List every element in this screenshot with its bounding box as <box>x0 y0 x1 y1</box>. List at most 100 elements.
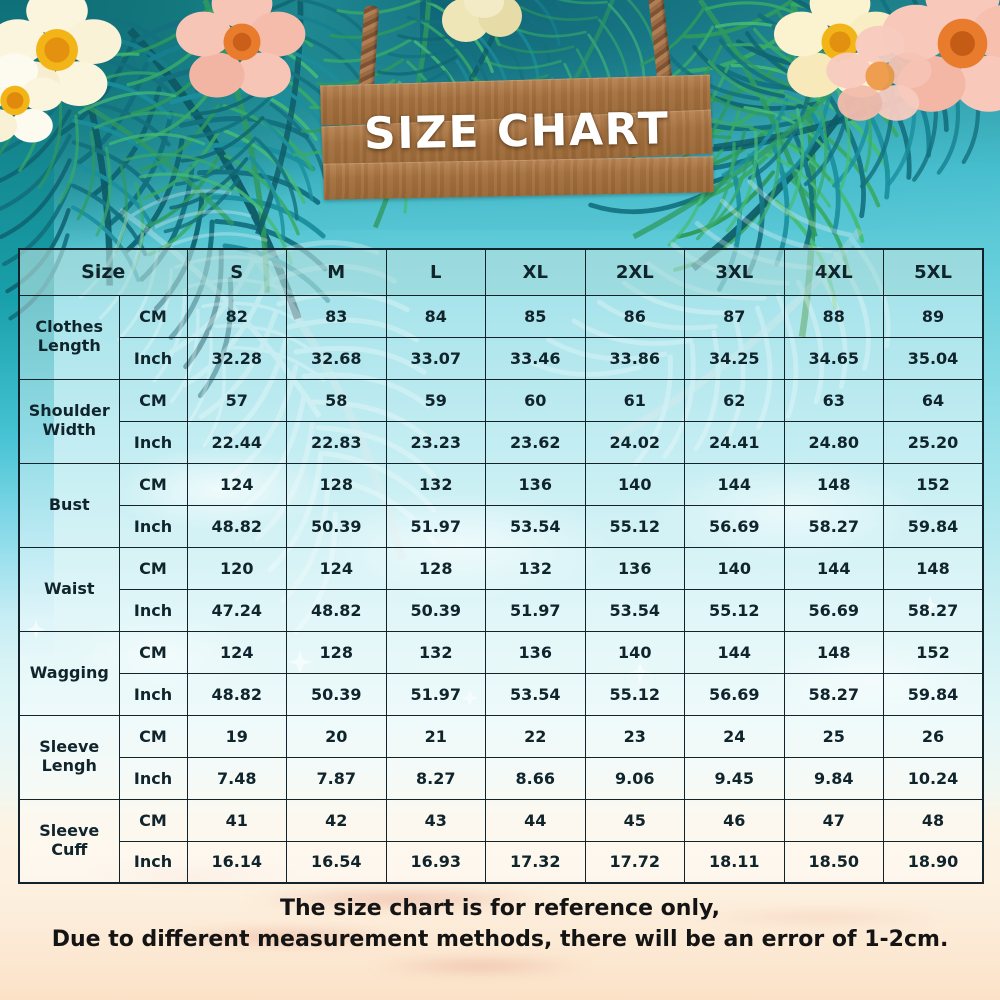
table-row-shoulder-width-inch: Inch 22.44 22.83 23.23 23.62 24.02 24.41 24.80 2… <box>19 420 984 464</box>
table-body: Clothes Length CM 82 83 84 85 86 87 88 89 Inch 32.2… <box>18 294 984 884</box>
cell-shoulder-width-inch-s: 22.44 <box>186 420 287 464</box>
cell-clothes-length-cm-s: 82 <box>186 294 287 338</box>
cell-sleeve-cuff-inch-3xl: 18.11 <box>684 840 785 884</box>
sunset-streak <box>190 886 610 912</box>
cell-sleeve-cuff-inch-5xl: 18.90 <box>883 840 984 884</box>
cell-wagging-inch-s: 48.82 <box>186 672 287 716</box>
cell-sleeve-lengh-cm-5xl: 26 <box>883 714 984 758</box>
cell-sleeve-lengh-inch-m: 7.87 <box>286 756 387 800</box>
cell-clothes-length-inch-xl: 33.46 <box>485 336 586 380</box>
page-title: SIZE CHART <box>363 103 670 160</box>
cell-waist-cm-xl: 132 <box>485 546 586 590</box>
cell-sleeve-lengh-inch-2xl: 9.06 <box>584 756 685 800</box>
cell-wagging-cm-s: 124 <box>186 630 287 674</box>
cell-clothes-length-inch-4xl: 34.65 <box>783 336 884 380</box>
cell-wagging-cm-m: 128 <box>286 630 387 674</box>
cell-bust-cm-l: 132 <box>385 462 486 506</box>
cell-waist-cm-5xl: 148 <box>883 546 984 590</box>
hibiscus-flower-icon <box>826 25 932 121</box>
cell-sleeve-lengh-inch-4xl: 9.84 <box>783 756 884 800</box>
cell-bust-inch-5xl: 59.84 <box>883 504 984 548</box>
cell-sleeve-lengh-cm-m: 20 <box>286 714 387 758</box>
cell-clothes-length-inch-l: 33.07 <box>385 336 486 380</box>
sunset-streak <box>640 908 1000 926</box>
cell-bust-inch-l: 51.97 <box>385 504 486 548</box>
unit-cell-cm: CM <box>118 462 188 506</box>
footer-disclaimer: The size chart is for reference only, Du… <box>0 893 1000 955</box>
cell-bust-inch-4xl: 58.27 <box>783 504 884 548</box>
cell-shoulder-width-cm-m: 58 <box>286 378 387 422</box>
cell-sleeve-cuff-inch-xl: 17.32 <box>485 840 586 884</box>
cell-waist-cm-2xl: 136 <box>584 546 685 590</box>
cell-waist-inch-5xl: 58.27 <box>883 588 984 632</box>
row-label-wagging: Wagging <box>18 630 120 716</box>
table-row-clothes-length-cm: Clothes Length CM 82 83 84 85 86 87 88 89 <box>18 294 984 380</box>
cell-shoulder-width-cm-2xl: 61 <box>584 378 685 422</box>
cell-sleeve-cuff-inch-m: 16.54 <box>286 840 387 884</box>
cell-sleeve-lengh-cm-3xl: 24 <box>684 714 785 758</box>
table-row-clothes-length-inch: Inch 32.28 32.68 33.07 33.46 33.86 34.25 34.65 3… <box>19 336 984 380</box>
header-size-5xl: 5XL <box>883 248 984 296</box>
cell-sleeve-lengh-cm-l: 21 <box>385 714 486 758</box>
coconut-icon <box>442 0 522 42</box>
cell-sleeve-cuff-cm-3xl: 46 <box>684 798 785 842</box>
cell-sleeve-lengh-cm-2xl: 23 <box>584 714 685 758</box>
cell-waist-inch-xl: 51.97 <box>485 588 586 632</box>
cell-waist-inch-s: 47.24 <box>186 588 287 632</box>
cell-bust-cm-5xl: 152 <box>883 462 984 506</box>
cell-shoulder-width-inch-m: 22.83 <box>286 420 387 464</box>
sunset-streak <box>120 926 450 948</box>
header-size-m: M <box>286 248 387 296</box>
cell-sleeve-cuff-cm-l: 43 <box>385 798 486 842</box>
table-row-waist-cm: Waist CM 120 124 128 132 136 140 144 148 <box>18 546 984 632</box>
cell-shoulder-width-inch-l: 23.23 <box>385 420 486 464</box>
cell-shoulder-width-cm-l: 59 <box>385 378 486 422</box>
unit-cell-inch: Inch <box>118 504 188 548</box>
table-row-sleeve-cuff-inch: Inch 16.14 16.54 16.93 17.32 17.72 18.11 18.50 1… <box>19 840 984 884</box>
unit-cell-cm: CM <box>118 294 188 338</box>
header-size-2xl: 2XL <box>584 248 685 296</box>
unit-cell-cm: CM <box>118 714 188 758</box>
row-label-clothes-length: Clothes Length <box>18 294 120 380</box>
unit-cell-cm: CM <box>118 546 188 590</box>
row-label-waist: Waist <box>18 546 120 632</box>
unit-cell-cm: CM <box>118 630 188 674</box>
cell-wagging-cm-l: 132 <box>385 630 486 674</box>
cell-clothes-length-inch-2xl: 33.86 <box>584 336 685 380</box>
cell-sleeve-cuff-inch-2xl: 17.72 <box>584 840 685 884</box>
cell-waist-cm-l: 128 <box>385 546 486 590</box>
plumeria-flower-icon <box>0 53 64 143</box>
cell-sleeve-lengh-inch-s: 7.48 <box>186 756 287 800</box>
row-label-bust: Bust <box>18 462 120 548</box>
cell-bust-cm-s: 124 <box>186 462 287 506</box>
hibiscus-flower-icon <box>176 0 306 98</box>
cell-sleeve-cuff-inch-s: 16.14 <box>186 840 287 884</box>
cell-clothes-length-cm-4xl: 88 <box>783 294 884 338</box>
cell-wagging-cm-5xl: 152 <box>883 630 984 674</box>
cell-shoulder-width-cm-s: 57 <box>186 378 287 422</box>
cell-bust-cm-2xl: 140 <box>584 462 685 506</box>
cell-shoulder-width-inch-xl: 23.62 <box>485 420 586 464</box>
table-row-waist-inch: Inch 47.24 48.82 50.39 51.97 53.54 55.12 56.69 5… <box>19 588 984 632</box>
cell-sleeve-lengh-inch-3xl: 9.45 <box>684 756 785 800</box>
unit-cell-inch: Inch <box>118 840 188 884</box>
cell-wagging-cm-2xl: 140 <box>584 630 685 674</box>
header-size-4xl: 4XL <box>783 248 884 296</box>
unit-cell-inch: Inch <box>118 756 188 800</box>
cell-bust-cm-m: 128 <box>286 462 387 506</box>
cell-bust-inch-xl: 53.54 <box>485 504 586 548</box>
cell-shoulder-width-inch-2xl: 24.02 <box>584 420 685 464</box>
cell-sleeve-cuff-cm-5xl: 48 <box>883 798 984 842</box>
cell-clothes-length-inch-3xl: 34.25 <box>684 336 785 380</box>
cell-sleeve-lengh-inch-5xl: 10.24 <box>883 756 984 800</box>
row-label-sleeve-lengh: Sleeve Lengh <box>18 714 120 800</box>
cell-clothes-length-cm-2xl: 86 <box>584 294 685 338</box>
header-size-label: Size <box>18 248 188 296</box>
cell-sleeve-cuff-inch-l: 16.93 <box>385 840 486 884</box>
unit-cell-cm: CM <box>118 798 188 842</box>
wooden-sign: SIZE CHART <box>320 0 714 206</box>
cell-clothes-length-inch-s: 32.28 <box>186 336 287 380</box>
cell-clothes-length-cm-5xl: 89 <box>883 294 984 338</box>
cell-waist-inch-l: 50.39 <box>385 588 486 632</box>
cell-waist-inch-2xl: 53.54 <box>584 588 685 632</box>
